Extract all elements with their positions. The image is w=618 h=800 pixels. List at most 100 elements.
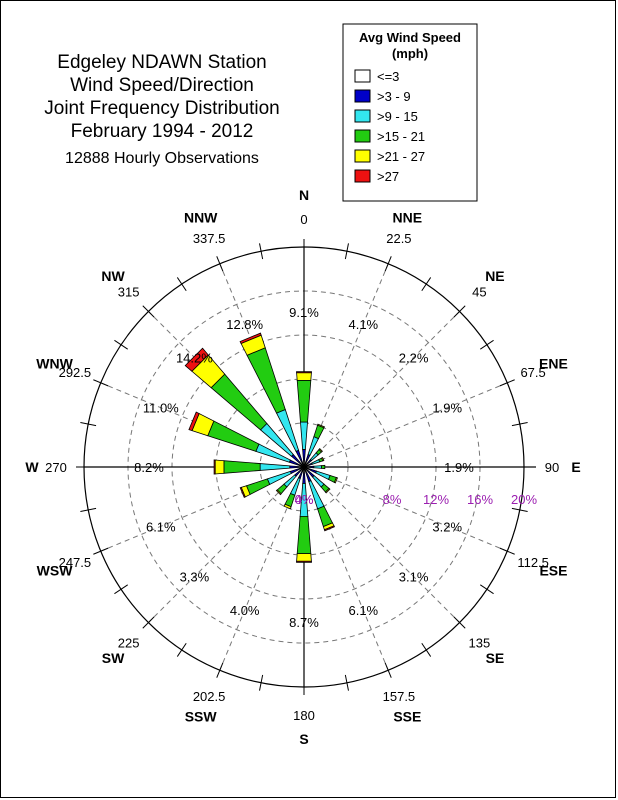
petal-nne — [303, 423, 326, 468]
spoke — [303, 466, 460, 623]
direction-name: NNW — [184, 210, 218, 226]
direction-name: ESE — [539, 562, 567, 578]
legend-swatch — [354, 89, 371, 103]
frequency-label: 12.8% — [226, 317, 263, 332]
direction-name: E — [571, 459, 580, 475]
petal-segment — [317, 423, 326, 429]
degree-label: 157.5 — [383, 689, 416, 704]
degree-label: 292.5 — [59, 365, 92, 380]
direction-name: NNE — [393, 210, 423, 226]
degree-label: 112.5 — [517, 555, 549, 570]
legend-label: <=3 — [377, 69, 399, 84]
direction-name: ENE — [539, 356, 568, 372]
outer-tick — [80, 507, 97, 512]
outer-tick — [142, 616, 155, 629]
outer-tick — [176, 277, 187, 292]
petal-segment — [259, 463, 291, 471]
petal-segment — [321, 456, 325, 462]
outer-tick — [479, 584, 494, 595]
petal-s — [296, 466, 312, 563]
degree-label: 337.5 — [193, 231, 226, 246]
degree-label: 67.5 — [520, 365, 545, 380]
petal-nnw — [239, 332, 305, 468]
frequency-label: 8.7% — [289, 615, 319, 630]
legend-swatch — [354, 109, 371, 123]
outer-tick — [453, 305, 466, 318]
frequency-label: 2.2% — [399, 350, 429, 365]
outer-tick — [114, 339, 129, 350]
wind-petals — [184, 332, 339, 563]
direction-name: SSW — [185, 708, 218, 724]
legend-label: >9 - 15 — [377, 109, 418, 124]
petal-segment — [321, 464, 326, 470]
petal-segment — [311, 458, 321, 465]
petal-segment — [324, 487, 331, 494]
degree-label: 315 — [118, 285, 140, 300]
frequency-label: 3.3% — [180, 570, 210, 585]
direction-name: NE — [485, 268, 504, 284]
legend-label: >15 - 21 — [377, 129, 425, 144]
petal-wnw — [188, 411, 305, 468]
direction-name: SSE — [393, 708, 421, 724]
outer-tick — [511, 507, 528, 512]
radial-tick-label: 8% — [383, 492, 402, 507]
degree-label: 135 — [469, 635, 491, 650]
petal-segment — [239, 486, 246, 499]
petal-segment — [296, 379, 312, 423]
outer-tick — [93, 379, 109, 387]
frequency-label: 1.9% — [432, 401, 462, 416]
outer-tick — [421, 277, 432, 292]
outer-tick — [344, 674, 349, 691]
legend-swatch — [354, 149, 371, 163]
petal-segment — [296, 553, 312, 562]
outer-tick — [93, 547, 109, 555]
petal-segment — [188, 411, 200, 432]
title-line-4: February 1994 - 2012 — [71, 121, 254, 142]
degree-label: 180 — [293, 708, 315, 723]
petal-e — [303, 464, 326, 470]
outer-tick — [479, 339, 494, 350]
direction-name: S — [299, 731, 308, 747]
legend-swatch — [354, 169, 371, 183]
legend: Avg Wind Speed (mph) <=3 >3 - 9 >9 - 15 >15… — [342, 23, 478, 202]
petal-segment — [239, 332, 262, 345]
direction-name: WNW — [36, 356, 73, 372]
degree-label: 247.5 — [59, 555, 92, 570]
frequency-label: 6.1% — [146, 519, 176, 534]
frequency-label: 14.2% — [176, 350, 213, 365]
direction-name: SE — [486, 650, 505, 666]
radial-tick-label: 0% — [295, 492, 314, 507]
petal-ne — [303, 448, 323, 468]
legend-label: >21 - 27 — [377, 149, 425, 164]
frequency-label: 4.0% — [230, 603, 260, 618]
frequency-label: 3.1% — [399, 570, 429, 585]
degree-label: 0 — [300, 212, 307, 227]
title-line-1: Edgeley NDAWN Station — [57, 52, 266, 73]
petal-segment — [315, 470, 331, 481]
degree-label: 225 — [118, 635, 140, 650]
outer-tick — [176, 642, 187, 657]
petal-segment — [296, 372, 312, 381]
outer-tick — [259, 243, 264, 260]
legend-label: >3 - 9 — [377, 89, 411, 104]
petal-segment — [275, 489, 282, 496]
petal-n — [296, 371, 312, 468]
frequency-label: 9.1% — [289, 305, 319, 320]
petal-segment — [296, 515, 312, 555]
outer-tick — [499, 379, 515, 387]
direction-name: N — [299, 187, 309, 203]
outer-tick — [344, 243, 349, 260]
petal-segment — [283, 503, 292, 510]
petal-segment — [210, 373, 268, 431]
petal-segment — [184, 347, 209, 372]
chart-title: Edgeley NDAWN Station Wind Speed/Directi… — [44, 52, 280, 167]
outer-tick — [511, 422, 528, 427]
degree-label: 22.5 — [386, 231, 411, 246]
legend-title-line-2: (mph) — [392, 46, 428, 61]
petal-segment — [313, 465, 322, 469]
petal-segment — [300, 421, 308, 450]
petal-nw — [184, 347, 305, 468]
direction-name: W — [25, 459, 39, 475]
